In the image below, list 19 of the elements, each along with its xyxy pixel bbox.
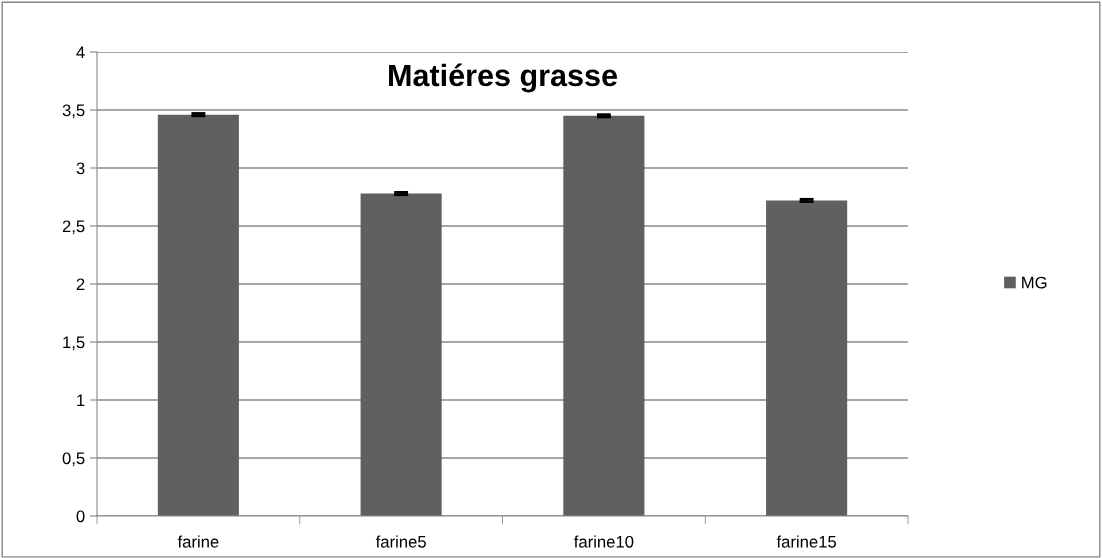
y-tick-label: 3	[76, 162, 85, 175]
legend-label: MG	[1022, 276, 1047, 289]
y-tick-label: 3,5	[62, 104, 85, 119]
bar	[563, 115, 645, 516]
y-tick-label: 1	[77, 394, 85, 407]
chart-title: Matiéres grasse	[389, 63, 617, 93]
bar	[360, 193, 442, 516]
x-tick-label: farine	[177, 535, 219, 548]
y-tick-label: 2	[76, 278, 85, 291]
bar	[157, 114, 239, 516]
x-tick-label: farine10	[574, 535, 634, 548]
y-tick-label: 0,5	[62, 452, 85, 467]
x-tick-label: farine5	[375, 535, 426, 548]
y-tick-label: 1,5	[63, 336, 85, 351]
bar	[766, 200, 848, 516]
y-tick-label: 2,5	[62, 220, 85, 235]
x-tick-label: farine15	[776, 535, 837, 548]
y-tick-label: 4	[76, 46, 85, 59]
y-tick-label: 0	[76, 510, 85, 523]
